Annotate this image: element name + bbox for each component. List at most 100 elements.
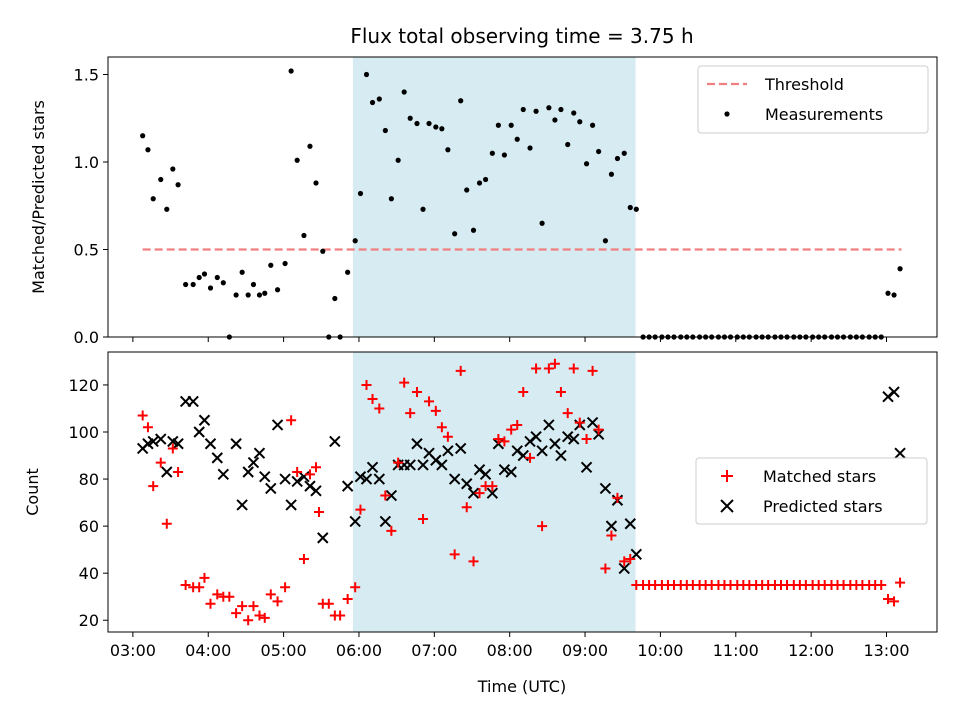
predicted-star-point [479, 468, 492, 481]
measurement-point [602, 238, 609, 244]
measurement-point [170, 166, 176, 172]
matched-star-point [298, 554, 309, 565]
matched-star-point [449, 549, 460, 560]
predicted-star-point [888, 386, 900, 398]
matched-star-point [137, 410, 148, 421]
matched-star-point [876, 579, 887, 590]
predicted-star-point [379, 515, 392, 528]
measurement-point [274, 287, 281, 293]
predicted-star-point [265, 482, 277, 495]
x-tick-label: 11:00 [713, 641, 759, 660]
top-legend: Threshold Measurements [697, 65, 929, 134]
measurement-point [357, 190, 364, 197]
predicted-star-point [285, 499, 297, 511]
observing-window-span [352, 57, 636, 337]
measurement-point [158, 176, 164, 183]
matched-star-point [555, 387, 566, 397]
matched-star-point [237, 601, 248, 612]
measurement-point [539, 220, 545, 226]
measurement-point [891, 292, 897, 298]
matched-star-point [537, 521, 548, 532]
predicted-star-point [211, 452, 223, 464]
measurement-point [476, 180, 483, 186]
top-axes-frame [107, 56, 938, 338]
predicted-star-point [217, 468, 230, 481]
measurement-point [439, 126, 445, 132]
measurement-point [565, 141, 571, 148]
predicted-star-point [436, 459, 448, 471]
measurement-point [262, 290, 268, 296]
y-tick-label: 40 [79, 564, 99, 583]
predicted-star-point [417, 459, 429, 471]
top-panel: 0.0 0.5 1.0 1.5 Threshold Measurements [74, 56, 938, 347]
measurement-point [288, 68, 294, 74]
matched-star-point [442, 431, 453, 442]
legend-matched-label: Matched stars [763, 467, 876, 486]
measurement-point [183, 281, 189, 288]
matched-star-point [889, 596, 900, 607]
legend-matched-swatch [721, 470, 733, 482]
matched-star-point [380, 490, 391, 501]
measurement-point [369, 99, 376, 106]
predicted-star-point [271, 419, 284, 431]
predicted-star-point [291, 475, 303, 488]
matched-star-point [265, 589, 276, 600]
matched-star-point [411, 387, 422, 397]
measurement-point [256, 292, 263, 298]
predicted-star-point [172, 438, 184, 450]
predicted-star-point [486, 487, 499, 499]
measurement-point [150, 196, 156, 202]
measurement-point [420, 206, 426, 212]
measurement-point [885, 290, 891, 296]
chart-title: Flux total observing time = 3.75 h [350, 24, 693, 48]
predicted-star-point [317, 532, 329, 544]
matched-star-point [292, 467, 303, 477]
measurement-point [332, 295, 338, 302]
measurement-point [239, 269, 245, 275]
matched-star-point [525, 452, 536, 463]
measurement-point [363, 71, 370, 78]
matched-star-point [424, 396, 435, 407]
matched-star-point [512, 419, 523, 430]
predicted-star-point [442, 445, 454, 457]
measurement-point [571, 110, 577, 116]
measurement-point [376, 96, 382, 102]
y-tick-label: 0.0 [74, 328, 99, 347]
measurement-point [577, 119, 583, 125]
predicted-star-point [147, 435, 159, 448]
measurement-point [196, 274, 202, 281]
measurement-point [520, 106, 526, 113]
measurement-point [489, 150, 495, 156]
matched-star-point [393, 457, 404, 468]
matched-star-point [167, 443, 178, 454]
matched-star-point [487, 481, 498, 492]
predicted-star-point [618, 562, 630, 575]
matched-star-point [625, 554, 636, 565]
measurement-point [407, 115, 413, 121]
predicted-star-point [279, 473, 291, 485]
measurement-point [164, 206, 170, 212]
measurement-point [583, 161, 590, 167]
matched-star-point [499, 436, 510, 447]
predicted-star-point [242, 466, 254, 478]
predicted-star-point [341, 480, 354, 492]
measurement-point [382, 127, 388, 134]
x-tick-label: 13:00 [863, 641, 909, 660]
measurement-point [501, 152, 508, 158]
predicted-star-point [310, 485, 322, 497]
predicted-star-point [155, 433, 167, 445]
predicted-star-point [354, 470, 367, 483]
measurement-point [307, 143, 313, 149]
matched-star-point [461, 502, 472, 513]
matched-star-point [518, 387, 529, 397]
y-tick-label: 1.5 [74, 66, 99, 85]
predicted-star-point [461, 478, 473, 490]
matched-star-point [355, 504, 366, 515]
predicted-star-point [247, 456, 260, 469]
top-legend-box [697, 65, 929, 134]
predicted-star-point [599, 482, 612, 495]
predicted-star-point [259, 470, 271, 483]
matched-star-point [272, 596, 283, 607]
predicted-star-point [467, 487, 480, 499]
predicted-star-point [580, 461, 593, 474]
